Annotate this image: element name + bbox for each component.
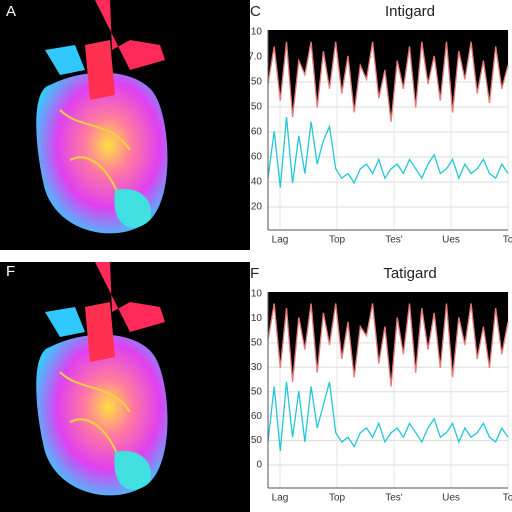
y-tick-label: 50 — [251, 337, 263, 348]
y-tick-label: 40 — [251, 177, 263, 188]
x-tick-label: To — [503, 493, 512, 504]
y-tick-label: 10 — [251, 289, 263, 300]
y-tick-label: 0 — [256, 460, 262, 471]
x-tick-label: Ues — [442, 493, 460, 504]
series-line — [267, 117, 509, 188]
y-tick-label: 10 — [251, 27, 263, 38]
x-tick-label: To — [503, 235, 512, 246]
chart-title: Tatigard — [383, 265, 436, 282]
panel-label: F — [250, 265, 259, 282]
series-line — [267, 381, 509, 452]
y-tick-label: 50 — [251, 435, 263, 446]
y-tick-label: 60 — [251, 411, 263, 422]
y-tick-label: 30 — [251, 362, 263, 373]
x-tick-label: Ues — [442, 235, 460, 246]
series-line — [267, 41, 509, 122]
y-tick-label: 60 — [251, 152, 263, 163]
x-tick-label: Lag — [272, 235, 289, 246]
y-tick-label: 50 — [251, 102, 263, 113]
x-tick-label: Tes' — [385, 493, 403, 504]
panel-label: F — [6, 263, 15, 280]
x-tick-label: Lag — [272, 493, 289, 504]
panel-label: C — [250, 3, 261, 20]
chart-title: Intigard — [385, 3, 435, 20]
y-tick-label: 60 — [251, 127, 263, 138]
series-line — [267, 303, 509, 387]
divider — [243, 0, 247, 250]
dark-area — [268, 30, 508, 122]
x-tick-label: Top — [329, 493, 346, 504]
x-tick-label: Tes' — [385, 235, 403, 246]
panel-label: A — [6, 3, 16, 20]
x-tick-label: Top — [329, 235, 346, 246]
y-tick-label: 20 — [251, 202, 263, 213]
y-tick-label: 50 — [251, 386, 263, 397]
y-tick-label: 10 — [251, 313, 263, 324]
y-tick-label: 7.0 — [248, 52, 262, 63]
divider — [243, 262, 247, 512]
y-tick-label: 50 — [251, 77, 263, 88]
